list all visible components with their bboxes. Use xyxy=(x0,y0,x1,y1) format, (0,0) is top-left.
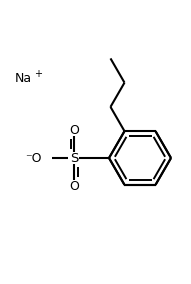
Text: O: O xyxy=(69,179,79,193)
Text: Na: Na xyxy=(15,72,32,85)
Text: +: + xyxy=(34,69,42,79)
Text: S: S xyxy=(70,151,78,164)
Text: ⁻O: ⁻O xyxy=(26,151,42,164)
Text: O: O xyxy=(69,124,79,137)
